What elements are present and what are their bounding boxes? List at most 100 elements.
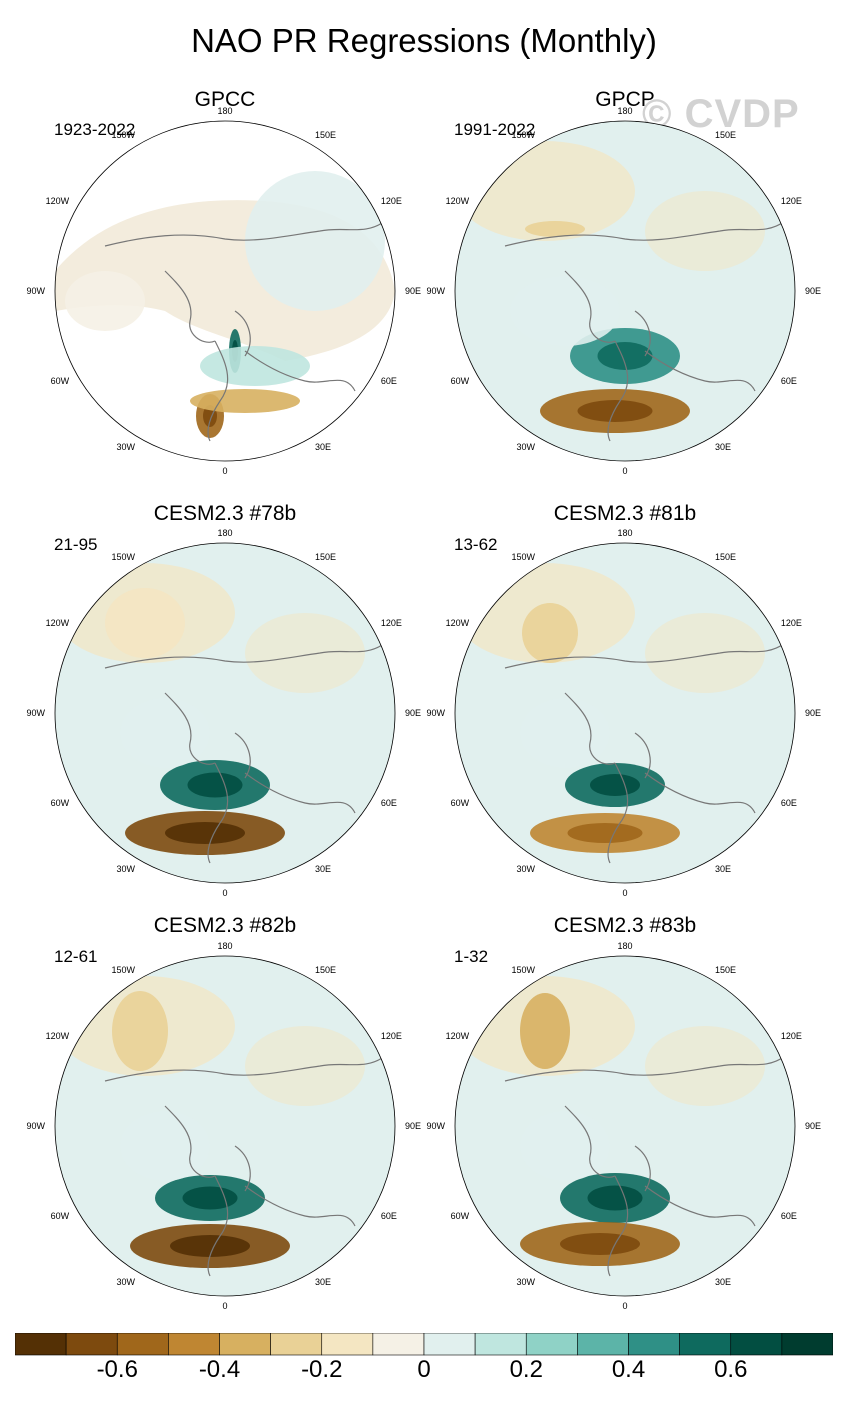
coastline xyxy=(234,732,251,779)
coastline xyxy=(644,1185,756,1227)
panel-title: CESM2.3 #78b xyxy=(153,502,297,525)
longitude-label: 0 xyxy=(622,1301,627,1311)
longitude-label: 150E xyxy=(315,130,336,140)
longitude-label: 30E xyxy=(315,442,331,452)
longitude-label: 150E xyxy=(315,965,336,975)
coastline xyxy=(244,1185,356,1227)
longitude-label: 60W xyxy=(451,1211,470,1221)
coastline xyxy=(504,220,786,247)
panel-title: CESM2.3 #83b xyxy=(553,914,697,937)
anomaly-core xyxy=(577,400,653,422)
coastline xyxy=(504,642,786,669)
coastline xyxy=(564,270,616,343)
asia-dry-zone xyxy=(245,613,365,693)
colorbar-swatch xyxy=(679,1333,732,1356)
anomaly-core xyxy=(187,772,243,798)
longitude-label: 0 xyxy=(222,466,227,476)
longitude-label: 60E xyxy=(781,1211,797,1221)
longitude-label: 60W xyxy=(451,798,470,808)
polar-map: 180 150E 120E 90E 60E 30E 0 30W 60W 90W 120W 150W xyxy=(26,106,421,476)
longitude-label: 60W xyxy=(451,376,470,386)
longitude-label: 150E xyxy=(715,552,736,562)
longitude-label: 180 xyxy=(217,106,232,116)
longitude-label: 90W xyxy=(426,1121,445,1131)
map-border xyxy=(454,542,796,884)
coastline xyxy=(564,1105,616,1178)
longitude-label: 180 xyxy=(617,106,632,116)
longitude-label: 30W xyxy=(116,864,135,874)
anomaly-region xyxy=(520,698,610,768)
longitude-label: 30W xyxy=(116,442,135,452)
anomaly-region xyxy=(120,1111,210,1181)
polar-map: 180 150E 120E 90E 60E 30E 0 30W 60W 90W 120W 150W xyxy=(426,528,821,898)
map-border xyxy=(454,120,796,462)
panel-period: 21-95 xyxy=(54,535,98,554)
panel-period: 1923-2022 xyxy=(54,120,136,139)
longitude-label: 150W xyxy=(511,130,535,140)
colorbar-swatch xyxy=(525,1333,578,1356)
anomaly-region xyxy=(510,276,620,346)
coastline xyxy=(607,340,629,442)
colorbar-tick-label: 0.2 xyxy=(509,1356,543,1383)
longitude-label: 30W xyxy=(516,1277,535,1287)
longitude-label: 120W xyxy=(46,618,70,628)
coastline xyxy=(207,1175,229,1277)
polar-map: 180 150E 120E 90E 60E 30E 0 30W 60W 90W 120W 150W xyxy=(26,941,421,1311)
colorbar-swatch xyxy=(116,1333,169,1356)
anomaly-region xyxy=(190,389,300,413)
longitude-label: 120E xyxy=(781,618,802,628)
longitude-label: 30W xyxy=(116,1277,135,1287)
longitude-label: 30E xyxy=(315,864,331,874)
map-border xyxy=(454,955,796,1297)
asia-dry-zone xyxy=(645,613,765,693)
panel-title: CESM2.3 #82b xyxy=(153,914,297,937)
longitude-label: 30E xyxy=(715,864,731,874)
longitude-label: 120W xyxy=(46,1031,70,1041)
panel-title: CESM2.3 #81b xyxy=(553,502,697,525)
anomaly-region xyxy=(245,171,385,311)
coastline xyxy=(104,1055,386,1082)
anomaly-core xyxy=(182,1186,238,1210)
coastline xyxy=(607,762,629,864)
longitude-label: 60E xyxy=(781,376,797,386)
longitude-label: 150E xyxy=(715,965,736,975)
colorbar-swatch xyxy=(270,1333,323,1356)
coastline xyxy=(104,642,386,669)
longitude-label: 0 xyxy=(222,1301,227,1311)
colorbar-tick-label: 0 xyxy=(417,1356,431,1383)
longitude-label: 120E xyxy=(381,1031,402,1041)
longitude-label: 150W xyxy=(111,552,135,562)
colorbar-swatch xyxy=(219,1333,271,1356)
coastline xyxy=(244,772,356,814)
longitude-label: 90E xyxy=(805,286,821,296)
coastline xyxy=(607,1175,629,1277)
longitude-label: 120E xyxy=(781,1031,802,1041)
coastline xyxy=(207,762,229,864)
anomaly-region xyxy=(112,991,168,1071)
longitude-label: 90E xyxy=(405,1121,421,1131)
polar-map: 180 150E 120E 90E 60E 30E 0 30W 60W 90W 120W 150W xyxy=(26,528,421,898)
colorbar-tick-label: -0.4 xyxy=(198,1356,241,1383)
coastline xyxy=(634,732,651,779)
anomaly-region xyxy=(522,603,578,663)
coastline xyxy=(644,350,756,392)
colorbar-swatch xyxy=(168,1333,220,1356)
anomaly-core xyxy=(170,1235,250,1257)
longitude-label: 90W xyxy=(26,286,45,296)
map-border xyxy=(54,120,396,462)
anomaly-region xyxy=(105,588,185,658)
panel-period: 1-32 xyxy=(454,947,489,966)
coastline xyxy=(634,310,651,357)
longitude-label: 120W xyxy=(446,1031,470,1041)
colorbar-swatch xyxy=(15,1333,67,1356)
colorbar-swatch xyxy=(781,1333,833,1356)
anomaly-region xyxy=(120,698,210,768)
colorbar-swatch xyxy=(423,1333,476,1356)
longitude-label: 30E xyxy=(715,442,731,452)
longitude-label: 180 xyxy=(217,941,232,951)
longitude-label: 120W xyxy=(446,618,470,628)
longitude-label: 150E xyxy=(315,552,336,562)
longitude-label: 150W xyxy=(511,965,535,975)
longitude-label: 120E xyxy=(781,196,802,206)
asia-dry-zone xyxy=(645,191,765,271)
